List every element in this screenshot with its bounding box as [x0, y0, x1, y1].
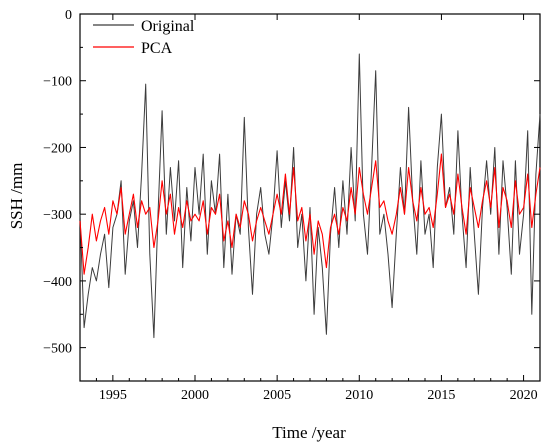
y-tick-label: −500: [43, 342, 72, 357]
tick-labels: 1995 2000 2005 2010 2015 2020 0 −100 −200 −300 −40…: [43, 8, 541, 403]
x-tick-label: 2000: [181, 388, 209, 403]
y-tick-label: −300: [43, 208, 72, 223]
legend-label-pca: PCA: [141, 40, 173, 57]
series-line-pca: [79, 153, 541, 275]
legend-label-original: Original: [141, 18, 195, 35]
series-layer: [79, 53, 541, 339]
x-tick-label: 2015: [427, 388, 455, 403]
plot-frame: [79, 13, 541, 382]
x-tick-label: 2020: [510, 388, 538, 403]
legend: Original PCA: [93, 18, 195, 57]
x-tick-label: 2010: [345, 388, 373, 403]
y-axis-title: SSH /mm: [7, 163, 26, 230]
y-tick-label: −100: [43, 75, 72, 90]
x-tick-label: 1995: [99, 388, 127, 403]
axes-frame: [79, 13, 541, 382]
x-tick-label: 2005: [263, 388, 291, 403]
y-tick-label: −400: [43, 275, 72, 290]
series-line-original: [79, 53, 541, 339]
y-tick-label: −200: [43, 141, 72, 156]
x-axis-title: Time /year: [272, 423, 346, 442]
y-tick-label: 0: [65, 8, 72, 23]
